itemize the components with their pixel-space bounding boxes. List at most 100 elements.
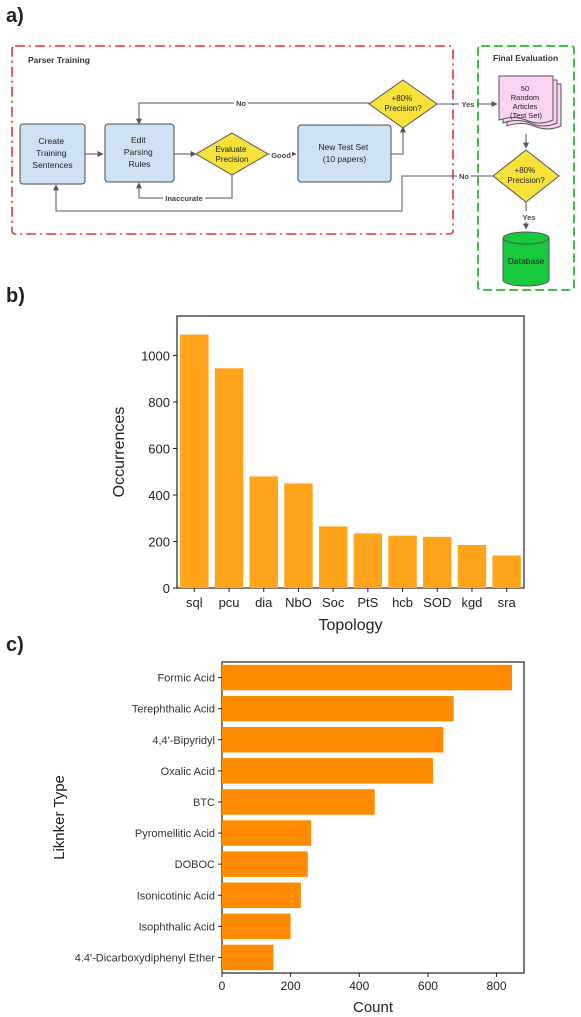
y-axis-title: Occurrences bbox=[111, 407, 128, 498]
bar-2 bbox=[222, 726, 444, 753]
edge-newtest-to-prec1 bbox=[391, 126, 406, 155]
node-prec2-diamond bbox=[492, 149, 560, 203]
node-articles-line3: Articles bbox=[513, 102, 538, 111]
x-tick-label: pcu bbox=[219, 595, 240, 610]
node-edit-box bbox=[104, 123, 175, 183]
x-tick-label: NbO bbox=[285, 595, 312, 610]
parser-training-border bbox=[11, 45, 454, 235]
bar-9 bbox=[222, 944, 274, 971]
y-tick-label: 800 bbox=[148, 395, 170, 410]
node-articles-label: 50 Random Articles (Test Set) bbox=[510, 84, 543, 120]
bar-Soc bbox=[318, 526, 348, 588]
edge-label-yes-down: Yes bbox=[523, 213, 536, 222]
bar-8 bbox=[222, 913, 291, 940]
x-tick-label: sra bbox=[498, 595, 517, 610]
node-articles-line1: 50 bbox=[521, 84, 529, 93]
edge-prec1-no bbox=[136, 82, 404, 125]
x-tick-label: kgd bbox=[461, 595, 482, 610]
node-evaluate-label: Evaluate Precision bbox=[215, 145, 248, 164]
x-tick-label: 200 bbox=[281, 979, 301, 993]
node-evaluate-line1: Evaluate bbox=[215, 145, 247, 154]
edge-prec2-no bbox=[53, 175, 494, 212]
node-prec1-diamond bbox=[368, 79, 438, 129]
edge-label-no-bottom-group: No bbox=[457, 170, 471, 181]
node-edit-line2: Parsing bbox=[124, 147, 153, 157]
edge-label-good: Good bbox=[271, 151, 291, 160]
edge-label-inaccurate: Inaccurate bbox=[165, 194, 203, 203]
node-edit-line1: Edit bbox=[131, 135, 146, 145]
node-create-line1: Create bbox=[39, 136, 65, 146]
y-tick-label: Terephthalic Acid bbox=[132, 704, 215, 716]
node-create-label: Create Training Sentences bbox=[32, 136, 72, 170]
linker-bar-chart: Formic Acid Terephthalic Acid 4,4'-Bipyrid… bbox=[51, 661, 525, 1016]
node-prec2-line2: Precision? bbox=[507, 176, 545, 185]
bar-dia bbox=[249, 476, 278, 588]
bar-PtS bbox=[353, 533, 383, 588]
bar-kgd bbox=[457, 544, 487, 588]
x-tick-label: hcb bbox=[392, 595, 413, 610]
x-tick-label: sql bbox=[186, 595, 203, 610]
node-articles-line2: Random bbox=[511, 93, 539, 102]
y-tick-label: BTC bbox=[193, 797, 215, 809]
edge-label-no-top-group: No bbox=[234, 97, 248, 108]
node-prec2-line1: +80% bbox=[515, 166, 536, 175]
bar-hcb bbox=[388, 535, 417, 588]
y-tick-label: 400 bbox=[148, 488, 170, 503]
edge-label-yes-right-group: Yes bbox=[459, 98, 477, 109]
bar-sql bbox=[180, 334, 209, 588]
bar-sra bbox=[492, 555, 521, 588]
panel-label-b: b) bbox=[6, 285, 25, 307]
bar-6 bbox=[222, 851, 308, 877]
bar-pcu bbox=[214, 368, 244, 588]
bar-3 bbox=[222, 758, 434, 784]
x-tick-label: SOD bbox=[423, 595, 451, 610]
edge-label-inaccurate-group: Inaccurate bbox=[163, 192, 205, 203]
final-evaluation-title: Final Evaluation bbox=[493, 53, 558, 63]
x-tick-label: dia bbox=[255, 595, 273, 610]
x-tick-label: 0 bbox=[219, 979, 226, 993]
node-database-cylinder bbox=[502, 231, 550, 287]
node-prec1-line2: Precision? bbox=[384, 104, 422, 113]
node-articles-line4: (Test Set) bbox=[510, 111, 543, 120]
parser-training-title: Parser Training bbox=[28, 55, 90, 65]
node-create-line3: Sentences bbox=[32, 160, 72, 170]
topology-bar-chart: sql pcu dia NbO Soc PtS hcb SOD kgd sra 0 200 400 600… bbox=[111, 315, 525, 634]
y-tick-label: 200 bbox=[148, 535, 170, 550]
node-newtest-line2: (10 papers) bbox=[323, 154, 367, 164]
node-evaluate-line2: Precision bbox=[216, 155, 249, 164]
y-tick-label: 600 bbox=[148, 442, 170, 457]
y-tick-label: 4.4'-Dicarboxydiphenyl Ether bbox=[75, 952, 216, 964]
bar-NbO bbox=[284, 483, 313, 588]
x-tick-label: 400 bbox=[349, 979, 369, 993]
node-articles-document bbox=[498, 75, 562, 130]
bar-1 bbox=[222, 695, 454, 722]
node-newtest-label: New Test Set (10 papers) bbox=[318, 142, 370, 164]
x-tick-label: 800 bbox=[487, 979, 507, 993]
bar-5 bbox=[222, 820, 312, 846]
x-axis-title: Topology bbox=[318, 617, 382, 634]
node-edit-label: Edit Parsing Rules bbox=[124, 135, 155, 169]
x-tick-label: Soc bbox=[322, 595, 345, 610]
y-axis-title: Liknker Type bbox=[51, 775, 68, 860]
final-evaluation-border bbox=[477, 45, 575, 291]
panel-label-a: a) bbox=[6, 5, 24, 27]
bar-SOD bbox=[423, 536, 452, 588]
bar-4 bbox=[222, 789, 375, 815]
y-tick-label: Formic Acid bbox=[158, 673, 215, 685]
y-tick-label: 1000 bbox=[141, 349, 170, 364]
bar-0 bbox=[222, 664, 512, 691]
y-tick-label: Oxalic Acid bbox=[161, 766, 215, 778]
node-prec2-label: +80% Precision? bbox=[507, 166, 545, 185]
y-tick-label: Pyromellitic Acid bbox=[135, 828, 215, 840]
node-edit-line3: Rules bbox=[129, 159, 151, 169]
edge-label-no-bottom: No bbox=[459, 172, 469, 181]
node-newtest-line1: New Test Set bbox=[318, 142, 369, 152]
y-tick-label: Isonicotinic Acid bbox=[137, 890, 215, 902]
y-tick-label: DOBOC bbox=[175, 859, 215, 871]
panel-label-c: c) bbox=[6, 634, 24, 656]
node-prec1-line1: +80% bbox=[392, 94, 413, 103]
x-tick-label: 600 bbox=[418, 979, 438, 993]
edge-label-yes-right: Yes bbox=[462, 100, 475, 109]
edge-label-good-group: Good bbox=[270, 149, 292, 160]
